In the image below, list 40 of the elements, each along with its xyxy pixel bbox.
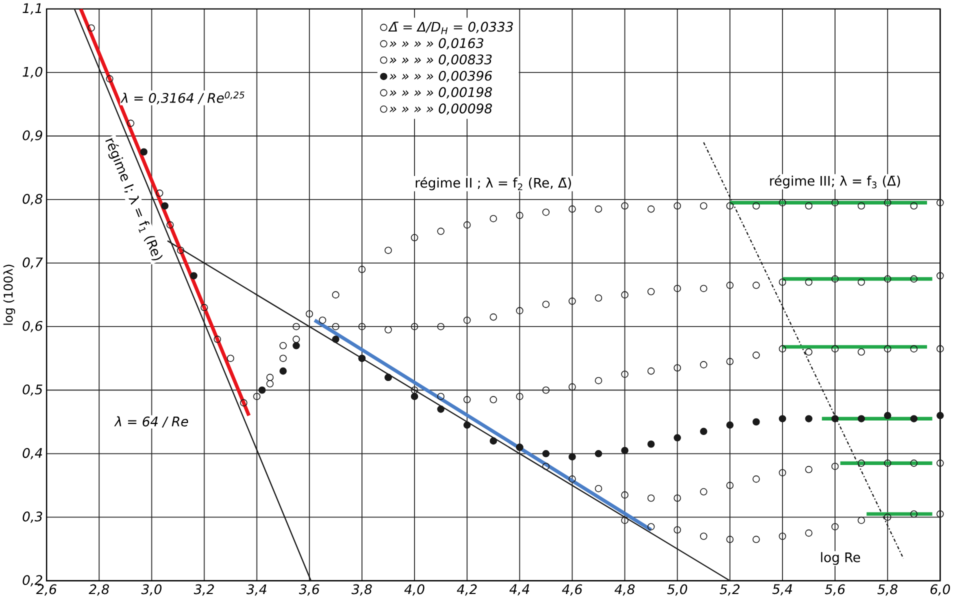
x-tick-label: 5,8	[877, 584, 898, 596]
annotation: λ = 64 / Re	[114, 416, 188, 428]
y-tick-label: 0,2	[22, 575, 42, 586]
annotation: régime II ; λ = f$_{2}$ (Re, Δ̄)	[416, 177, 571, 190]
x-tick-label: 6,0	[930, 584, 950, 596]
x-tick-label: 3,2	[194, 584, 214, 596]
legend-label: » » » » 0,0163	[390, 38, 484, 50]
annotation: régime III; λ = f$_{3}$ (Δ̄)	[770, 175, 900, 188]
y-tick-label: 0,5	[22, 384, 42, 396]
y-tick-label: 0,8	[22, 194, 42, 206]
x-tick-label: 4,0	[404, 584, 424, 596]
x-tick-label: 2,8	[88, 584, 110, 596]
x-tick-label: 3,4	[246, 584, 266, 596]
x-tick-label: 3,8	[352, 584, 372, 596]
y-tick-label: 1,1	[22, 3, 42, 14]
y-tick-label: 0,9	[22, 130, 42, 142]
x-tick-label: 4,8	[614, 584, 635, 596]
x-tick-label: 2,6	[36, 584, 56, 596]
x-tick-label: 4,2	[456, 584, 477, 596]
legend-label: » » » » 0,00833	[390, 54, 492, 66]
x-tick-label: 3,6	[298, 584, 320, 596]
annotation: log Re	[821, 552, 860, 565]
x-tick-label: 4,6	[562, 584, 582, 596]
x-tick-label: 5,0	[667, 584, 688, 596]
y-tick-label: 1,0	[22, 66, 42, 78]
x-tick-label: 5,6	[824, 584, 845, 596]
legend-label: » » » » 0,00098	[390, 104, 492, 115]
y-tick-label: 0,3	[22, 512, 42, 523]
y-tick-label: 0,6	[22, 320, 42, 332]
legend-label: » » » » 0,00396	[390, 70, 492, 82]
x-tick-label: 5,4	[772, 584, 792, 596]
x-tick-label: 4,4	[509, 584, 530, 596]
legend-label: » » » » 0,00198	[390, 87, 492, 98]
x-tick-label: 5,2	[720, 584, 740, 596]
x-tick-label: 3,0	[141, 584, 162, 596]
y-axis-title: log (100λ)	[3, 264, 16, 325]
y-tick-label: 0,7	[22, 257, 43, 269]
annotation: λ = 0,3164 / Re$^{0,25}$	[120, 92, 244, 104]
y-tick-label: 0,4	[22, 448, 42, 460]
legend-label: Δ̄ = Δ/D$_{H}$ = 0,0333	[388, 22, 513, 34]
